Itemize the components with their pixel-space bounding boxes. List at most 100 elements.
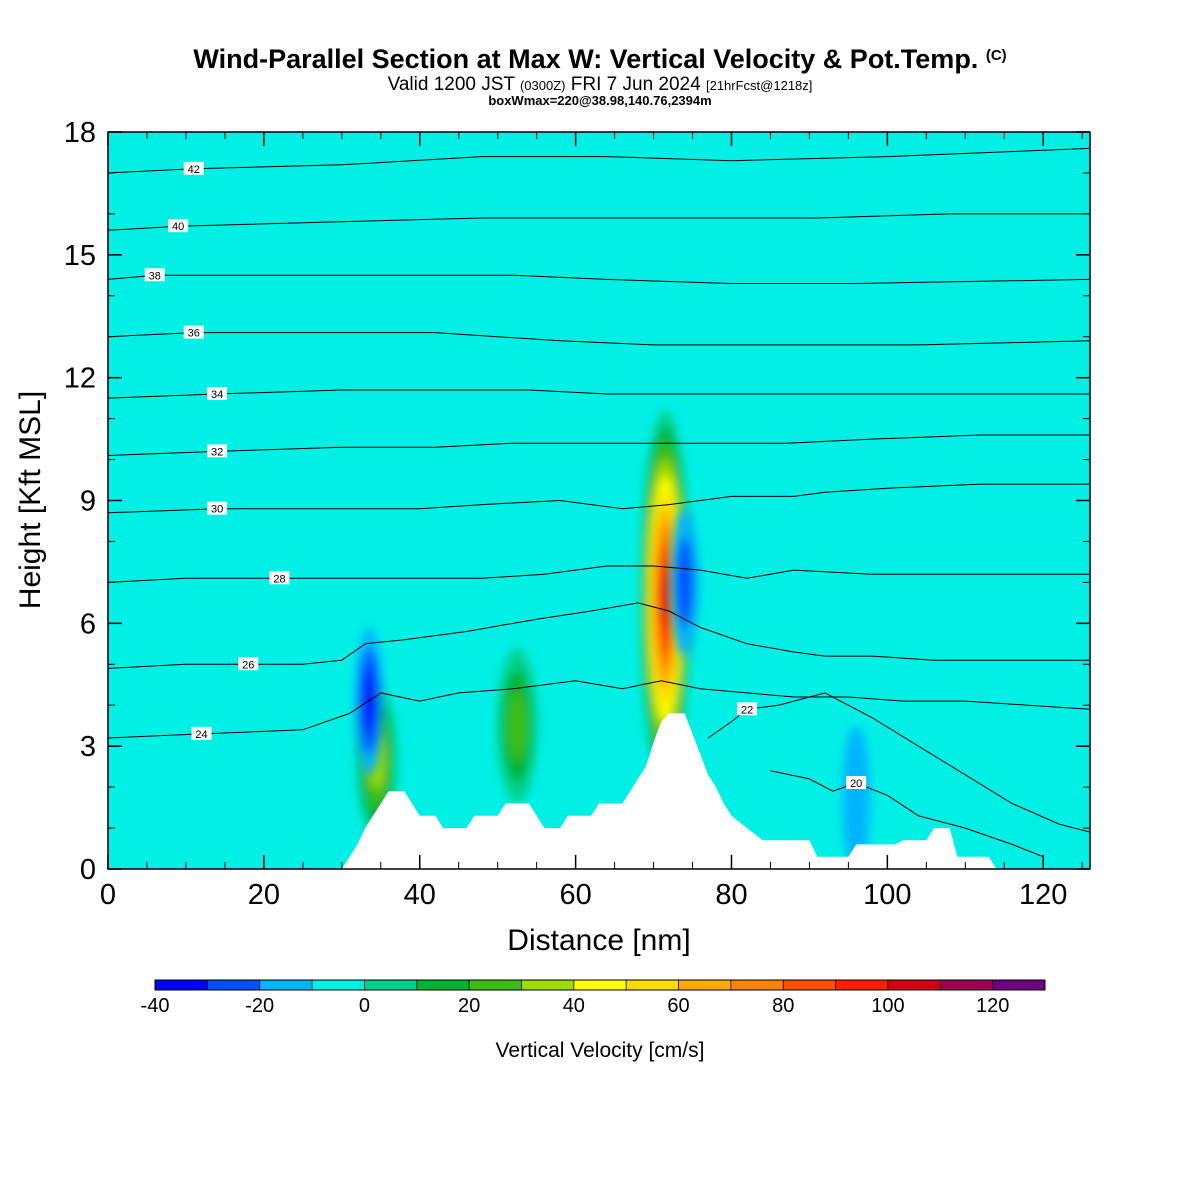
x-tick-label: 80 xyxy=(715,879,747,911)
w-contour-band xyxy=(676,537,694,628)
contour-label-box xyxy=(183,325,204,339)
theta-contour-line xyxy=(108,389,1090,399)
theta-contour-line xyxy=(108,213,1090,231)
theta-contour-label: 30 xyxy=(207,501,228,516)
colorbar-swatch xyxy=(992,980,1046,990)
colorbar-label: Vertical Velocity [cm/s] xyxy=(496,1039,705,1062)
theta-contour-line xyxy=(108,332,1090,346)
contour-label-box xyxy=(737,702,758,716)
contour-label-box xyxy=(191,726,212,740)
contour-label-box xyxy=(207,444,228,458)
downdraft-region xyxy=(670,508,699,657)
contour-label-box xyxy=(168,219,189,233)
valid-utc: (0300Z) xyxy=(519,78,566,93)
theta-contour-label: 38 xyxy=(144,268,165,282)
contour-label-box xyxy=(207,387,228,401)
valid-time-line: Valid 1200 JST (0300Z) FRI 7 Jun 2024 [2… xyxy=(0,74,1200,96)
valid-date: FRI 7 Jun 2024 xyxy=(570,74,701,95)
plot-background xyxy=(108,132,1090,869)
colorbar-swatch xyxy=(207,980,261,990)
contour-label-text: 38 xyxy=(149,270,161,282)
box-wmax-line: boxWmax=220@38.98,140.76,2394m xyxy=(488,93,712,108)
updraft-region xyxy=(640,410,691,788)
contour-label-text: 26 xyxy=(242,659,254,671)
colorbar-tick-label: -40 xyxy=(141,995,170,1017)
theta-contour-label: 20 xyxy=(846,776,867,790)
contour-label-box xyxy=(207,501,228,515)
theta-contour-label: 40 xyxy=(168,219,189,233)
colorbar-swatch xyxy=(364,980,418,990)
theta-contour-line xyxy=(108,565,1090,583)
contour-label-text: 36 xyxy=(188,328,200,340)
theta-contour-label: 28 xyxy=(269,571,290,585)
theta-contour-label: 22 xyxy=(737,702,758,716)
contour-label-box xyxy=(846,776,867,790)
updraft-region xyxy=(496,647,538,804)
colorbar-swatch xyxy=(626,980,680,990)
colorbar-swatch xyxy=(259,980,313,990)
contour-label-box xyxy=(269,571,290,585)
contour-label-box xyxy=(238,657,259,671)
colorbar-swatch xyxy=(887,980,941,990)
chart-title: Wind-Parallel Section at Max W: Vertical… xyxy=(0,44,1200,75)
x-tick-label: 0 xyxy=(100,879,116,911)
theta-contour-line xyxy=(108,434,1090,456)
colorbar-tick-label: 40 xyxy=(563,995,585,1017)
contour-label-text: 20 xyxy=(850,778,862,790)
colorbar-tick-label: -20 xyxy=(245,995,274,1017)
colorbar-swatch xyxy=(730,980,784,990)
theta-contour-label: 36 xyxy=(183,325,204,340)
theta-contour-line xyxy=(108,274,1090,284)
y-tick-label: 3 xyxy=(80,731,96,763)
x-axis-label: Distance [nm] xyxy=(507,924,690,957)
colorbar-swatch xyxy=(678,980,732,990)
terrain-profile xyxy=(108,713,1090,869)
theta-contour-label: 26 xyxy=(238,657,259,671)
colorbar-frame xyxy=(154,979,1046,991)
contour-label-text: 30 xyxy=(211,504,223,516)
theta-contour-label: 34 xyxy=(207,387,228,401)
x-tick-label: 120 xyxy=(1019,879,1067,911)
x-tick-label: 20 xyxy=(248,879,280,911)
contour-label-box xyxy=(183,161,204,175)
w-contour-band xyxy=(842,725,871,869)
y-tick-label: 6 xyxy=(80,608,96,640)
colorbar-swatch xyxy=(573,980,627,990)
contour-label-text: 24 xyxy=(195,729,207,741)
w-contour-band xyxy=(661,572,669,625)
x-tick-label: 60 xyxy=(559,879,591,911)
contour-label-text: 42 xyxy=(188,164,200,176)
theta-contour-line xyxy=(770,770,1044,858)
y-tick-label: 12 xyxy=(64,363,96,395)
x-tick-label: 40 xyxy=(404,879,436,911)
colorbar-swatch xyxy=(312,980,365,990)
theta-contour-label: 42 xyxy=(183,161,204,176)
forecast-tag: [21hrFcst@1218z] xyxy=(705,78,813,93)
theta-contour-label: 24 xyxy=(191,726,212,741)
colorbar-swatch xyxy=(416,980,470,990)
plot-area-background xyxy=(108,132,1090,869)
colorbar-tick-label: 60 xyxy=(667,995,689,1017)
colorbar-swatch xyxy=(469,980,522,990)
colorbar-tick-label: 100 xyxy=(871,995,904,1017)
chart-title-main: Wind-Parallel Section at Max W: Vertical… xyxy=(193,44,979,74)
colorbar-tick-label: 20 xyxy=(458,995,480,1017)
y-tick-label: 0 xyxy=(80,854,96,886)
copyright-mark: (C) xyxy=(985,47,1007,64)
theta-contour-label: 32 xyxy=(207,444,228,458)
colorbar-tick-label: 80 xyxy=(772,995,794,1017)
x-tick-label: 100 xyxy=(863,879,911,911)
colorbar-swatch xyxy=(521,980,575,990)
theta-contour-line xyxy=(108,680,1090,739)
contour-label-text: 22 xyxy=(741,704,753,716)
colorbar-swatch xyxy=(940,980,994,990)
theta-contour-line xyxy=(108,602,1090,669)
colorbar-swatch xyxy=(155,980,208,990)
y-tick-label: 18 xyxy=(64,117,96,149)
potential-temperature-contours xyxy=(108,147,1090,858)
downdraft-region xyxy=(842,725,871,869)
contour-label-text: 34 xyxy=(211,389,223,401)
w-contour-band xyxy=(508,691,527,761)
